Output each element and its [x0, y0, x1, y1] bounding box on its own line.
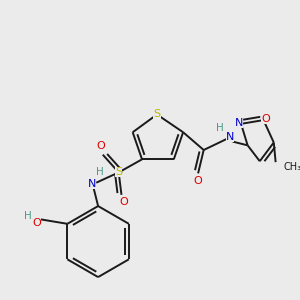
Text: H: H: [24, 211, 32, 221]
Text: CH₃: CH₃: [283, 162, 300, 172]
Text: O: O: [261, 114, 270, 124]
Text: N: N: [87, 178, 96, 189]
Text: H: H: [216, 123, 224, 133]
Text: O: O: [119, 197, 128, 207]
Text: O: O: [32, 218, 41, 228]
Text: H: H: [96, 167, 104, 177]
Text: O: O: [194, 176, 203, 186]
Text: O: O: [97, 141, 105, 151]
Text: S: S: [115, 167, 122, 177]
Text: N: N: [235, 118, 243, 128]
Text: S: S: [153, 110, 161, 119]
Text: N: N: [226, 132, 234, 142]
